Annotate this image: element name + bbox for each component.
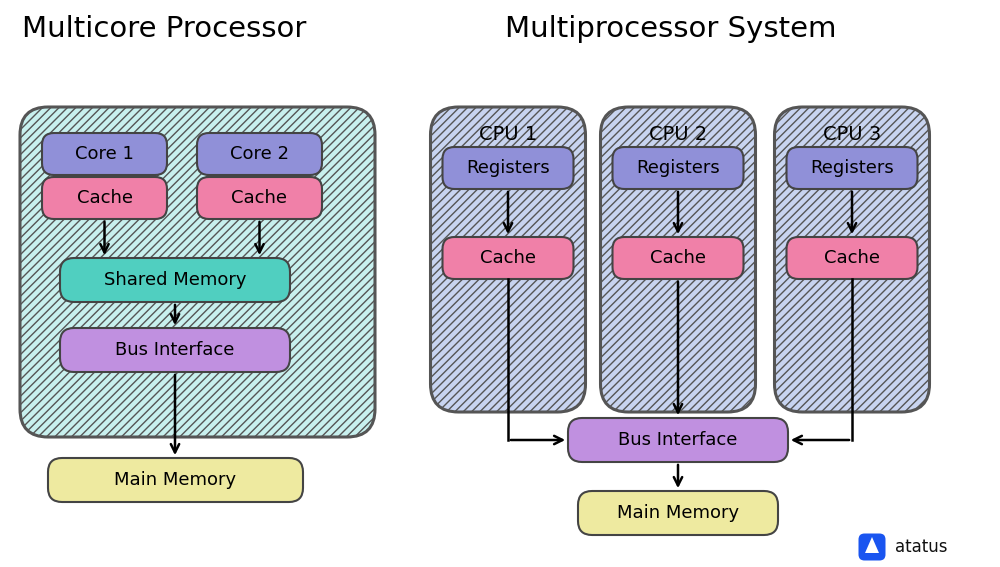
FancyBboxPatch shape xyxy=(442,147,574,189)
FancyBboxPatch shape xyxy=(430,107,586,412)
FancyBboxPatch shape xyxy=(786,237,917,279)
Text: Bus Interface: Bus Interface xyxy=(115,341,235,359)
FancyBboxPatch shape xyxy=(578,491,778,535)
FancyBboxPatch shape xyxy=(786,147,917,189)
Polygon shape xyxy=(865,537,879,553)
Text: atatus: atatus xyxy=(895,538,948,556)
Text: Registers: Registers xyxy=(636,159,720,177)
FancyBboxPatch shape xyxy=(197,133,322,175)
Text: Registers: Registers xyxy=(466,159,550,177)
FancyBboxPatch shape xyxy=(568,418,788,462)
FancyBboxPatch shape xyxy=(442,237,574,279)
Text: CPU 1: CPU 1 xyxy=(479,125,537,144)
Text: Multiprocessor System: Multiprocessor System xyxy=(505,15,836,43)
FancyBboxPatch shape xyxy=(20,107,375,437)
FancyBboxPatch shape xyxy=(600,107,756,412)
Text: Shared Memory: Shared Memory xyxy=(104,271,246,289)
FancyBboxPatch shape xyxy=(48,458,303,502)
Text: CPU 3: CPU 3 xyxy=(823,125,881,144)
FancyBboxPatch shape xyxy=(774,107,930,412)
Text: Bus Interface: Bus Interface xyxy=(618,431,738,449)
Text: Cache: Cache xyxy=(650,249,706,267)
Text: CPU 2: CPU 2 xyxy=(649,125,707,144)
Text: Main Memory: Main Memory xyxy=(114,471,237,489)
FancyBboxPatch shape xyxy=(42,133,167,175)
Text: Registers: Registers xyxy=(810,159,894,177)
Text: Cache: Cache xyxy=(480,249,536,267)
Text: Cache: Cache xyxy=(76,189,132,207)
Text: Cache: Cache xyxy=(824,249,880,267)
FancyBboxPatch shape xyxy=(42,177,167,219)
Text: Core 1: Core 1 xyxy=(75,145,134,163)
Text: Cache: Cache xyxy=(232,189,288,207)
Text: Main Memory: Main Memory xyxy=(617,504,739,522)
FancyBboxPatch shape xyxy=(612,147,744,189)
FancyBboxPatch shape xyxy=(60,258,290,302)
FancyBboxPatch shape xyxy=(612,237,744,279)
Text: Core 2: Core 2 xyxy=(230,145,289,163)
FancyBboxPatch shape xyxy=(859,534,886,561)
Text: Multicore Processor: Multicore Processor xyxy=(22,15,306,43)
FancyBboxPatch shape xyxy=(197,177,322,219)
FancyBboxPatch shape xyxy=(60,328,290,372)
